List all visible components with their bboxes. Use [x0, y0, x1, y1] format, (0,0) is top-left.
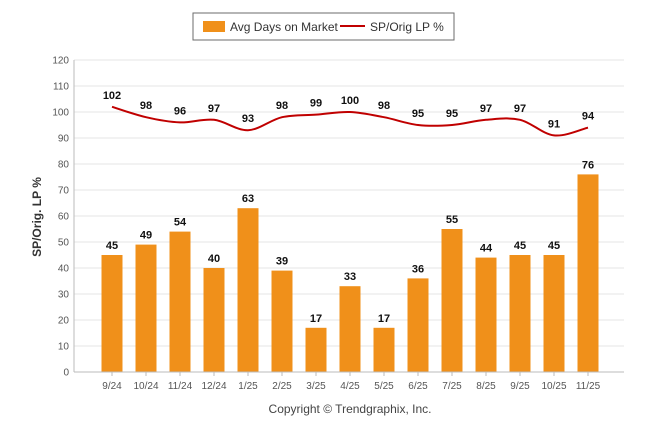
bar-value-label: 49: [140, 230, 152, 242]
bar-value-label: 63: [242, 193, 254, 205]
gridlines: [74, 59, 624, 373]
bar-value-label: 45: [548, 240, 560, 252]
bar: [169, 231, 191, 372]
bar: [407, 278, 429, 372]
x-tick-label: 9/25: [510, 381, 530, 392]
line-value-label: 93: [242, 113, 254, 125]
legend-bar-swatch: [203, 21, 225, 32]
line-value-label: 95: [446, 108, 458, 120]
x-tick-label: 1/25: [238, 381, 258, 392]
line-value-label: 98: [276, 100, 288, 112]
bar: [339, 286, 361, 372]
y-axis-label: SP/Orig. LP %: [30, 177, 44, 257]
y-tick-label: 110: [53, 82, 69, 93]
bar: [271, 270, 293, 372]
bar-value-label: 17: [378, 313, 390, 325]
line-value-label: 94: [582, 111, 595, 123]
data-labels: 45 49 54 40 63 39 17 33 17 36 55 44 45 45 76 102 98 96 97 9…: [103, 90, 595, 325]
x-tick-label: 10/25: [541, 381, 566, 392]
line-value-label: 91: [548, 118, 560, 130]
bar-value-label: 45: [514, 240, 526, 252]
y-tick-label: 0: [63, 368, 69, 379]
bar: [237, 208, 259, 372]
bar: [509, 255, 531, 372]
y-tick-label: 70: [58, 186, 70, 197]
x-tick-label: 9/24: [102, 381, 122, 392]
bar: [543, 255, 565, 372]
line-value-label: 97: [480, 103, 492, 115]
bar-series: [101, 174, 599, 372]
x-tick-label: 7/25: [442, 381, 462, 392]
bar: [305, 327, 327, 372]
legend-bar-label: Avg Days on Market: [230, 20, 338, 34]
x-tick-label: 10/24: [133, 381, 158, 392]
x-tick-label: 5/25: [374, 381, 394, 392]
bar: [373, 327, 395, 372]
bar: [101, 255, 123, 372]
y-tick-label: 90: [58, 134, 70, 145]
x-tick-label: 6/25: [408, 381, 428, 392]
y-tick-label: 50: [58, 238, 70, 249]
line-series: [111, 105, 589, 137]
bar-value-label: 36: [412, 263, 424, 275]
line-value-label: 102: [103, 90, 121, 102]
line-value-label: 100: [341, 95, 359, 107]
copyright-text: Copyright © Trendgraphix, Inc.: [269, 402, 432, 416]
line-value-label: 99: [310, 98, 322, 110]
y-tick-label: 100: [52, 108, 69, 119]
y-tick-label: 20: [58, 316, 70, 327]
x-tick-label: 11/25: [576, 381, 601, 392]
line-value-label: 95: [412, 108, 424, 120]
y-tick-label: 60: [58, 212, 70, 223]
bar-value-label: 44: [480, 243, 493, 255]
bar: [577, 174, 599, 372]
bar: [135, 244, 157, 372]
line-value-label: 96: [174, 105, 186, 117]
x-tick-label: 12/24: [201, 381, 226, 392]
line-value-label: 98: [378, 100, 390, 112]
legend-box: [192, 12, 455, 41]
axes: 0 10 20 30 40 50 60 70 80 90 100 110 120 9/24 10/24 11/…: [52, 56, 624, 392]
bar: [475, 257, 497, 372]
bar-value-label: 40: [208, 253, 220, 265]
bar-value-label: 55: [446, 214, 458, 226]
bar-value-label: 39: [276, 256, 288, 268]
x-tick-label: 8/25: [476, 381, 496, 392]
bar: [203, 268, 225, 372]
y-tick-label: 120: [52, 56, 69, 67]
bar-value-label: 17: [310, 313, 322, 325]
y-tick-label: 40: [58, 264, 70, 275]
bar-value-label: 45: [106, 240, 118, 252]
y-tick-label: 80: [58, 160, 70, 171]
line-value-label: 98: [140, 100, 152, 112]
sp-orig-lp-line: [111, 105, 589, 137]
x-tick-label: 4/25: [340, 381, 360, 392]
y-tick-label: 30: [58, 290, 70, 301]
bar: [441, 229, 463, 372]
legend: Avg Days on Market SP/Orig LP %: [192, 12, 455, 41]
line-value-label: 97: [514, 103, 526, 115]
x-tick-label: 2/25: [272, 381, 292, 392]
x-tick-label: 11/24: [168, 381, 193, 392]
bar-value-label: 54: [174, 217, 187, 229]
line-value-label: 97: [208, 103, 220, 115]
bar-value-label: 33: [344, 271, 356, 283]
x-tick-label: 3/25: [306, 381, 326, 392]
y-tick-label: 10: [58, 342, 70, 353]
legend-line-label: SP/Orig LP %: [370, 20, 444, 34]
bar-value-label: 76: [582, 159, 594, 171]
